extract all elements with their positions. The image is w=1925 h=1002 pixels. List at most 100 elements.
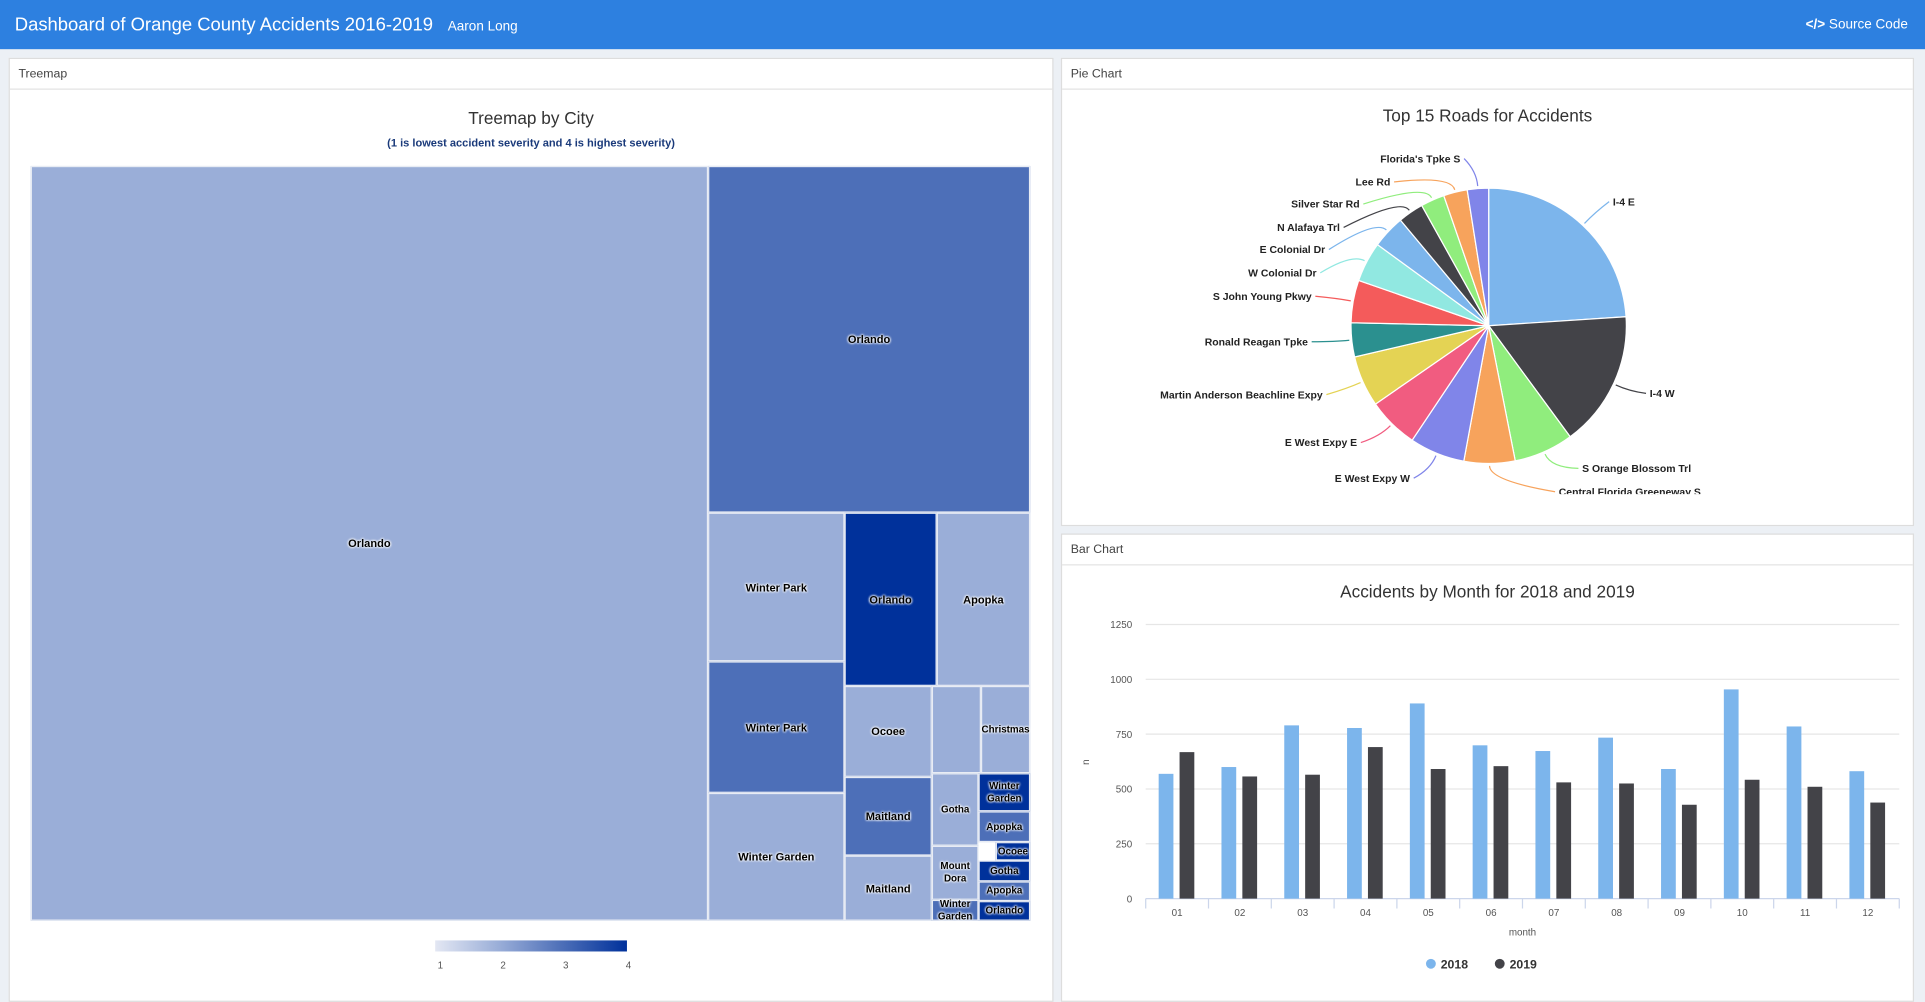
pie-label: Ronald Reagan Tpke (1205, 337, 1308, 348)
treemap-cell-label: Maitland (865, 882, 911, 895)
x-tick-label: 10 (1737, 908, 1748, 919)
bar-2019 (1242, 776, 1258, 899)
pie-connector (1319, 258, 1365, 274)
treemap-cell[interactable]: Orlando (708, 165, 1031, 513)
treemap: Orlando Orlando Winter Park Orlando Apopka Wi… (30, 165, 1031, 922)
treemap-cell[interactable]: Christmas (980, 685, 1031, 774)
legend-item: 2018 (1441, 958, 1468, 972)
treemap-cell[interactable]: Apopka (978, 811, 1031, 843)
y-tick-label: 0 (1127, 894, 1133, 905)
bar-2019 (1305, 774, 1320, 899)
treemap-cell-label: Apopka (986, 820, 1023, 832)
bar-2019 (1870, 802, 1886, 899)
pie-panel: Pie Chart Top 15 Roads for Accidents I-4… (1060, 57, 1915, 527)
pie-label: S John Young Pkwy (1213, 292, 1312, 303)
treemap-cell-label: Orlando (869, 593, 912, 606)
y-tick-label: 750 (1116, 730, 1133, 741)
pie-connector (1363, 191, 1433, 205)
treemap-cell[interactable]: Ocoee (995, 842, 1031, 861)
pie-connector (1393, 179, 1456, 191)
x-tick-label: 11 (1800, 908, 1810, 919)
y-tick-label: 1250 (1110, 620, 1132, 631)
treemap-cell[interactable]: Orlando (844, 512, 937, 686)
treemap-cell[interactable] (931, 685, 981, 774)
pie-label: Lee Rd (1356, 178, 1391, 189)
treemap-cell[interactable]: Winter Garden (978, 773, 1031, 812)
treemap-cell-label: Ocoee (997, 845, 1028, 857)
pie-connector (1315, 295, 1351, 302)
source-code-link[interactable]: </> Source Code (1806, 17, 1908, 32)
bar-2018 (1221, 767, 1237, 899)
treemap-cell[interactable]: Winter Garden (931, 898, 979, 922)
treemap-cell[interactable]: Orlando (978, 901, 1031, 921)
treemap-cell-label: Christmas (981, 723, 1030, 735)
bar-panel-header: Bar Chart (1062, 535, 1913, 566)
bar-2019 (1556, 782, 1572, 899)
treemap-cell-label: Winter Garden (987, 779, 1022, 804)
x-tick-label: 07 (1548, 908, 1559, 919)
treemap-cell[interactable]: Winter Garden (708, 792, 845, 921)
pie-label: E West Expy W (1335, 474, 1410, 485)
bar-panel: Bar Chart Accidents by Month for 2018 an… (1060, 533, 1915, 1002)
treemap-cell[interactable]: Maitland (844, 855, 932, 921)
bar-2019 (1807, 786, 1823, 899)
legend-marker (1494, 958, 1505, 969)
pie-connector (1360, 425, 1391, 444)
treemap-cell-label: Winter Park (745, 580, 807, 594)
treemap-cell[interactable]: Winter Park (708, 512, 845, 662)
treemap-cell[interactable]: Ocoee (844, 685, 932, 777)
treemap-cell-label: Apopka (963, 593, 1004, 606)
bar-2018 (1284, 725, 1300, 899)
treemap-cell-label: Ocoee (871, 725, 906, 738)
pie-connector (1488, 465, 1556, 493)
treemap-cell[interactable]: Gotha (978, 860, 1031, 882)
legend-tick: 4 (625, 960, 632, 972)
treemap-panel-header: Treemap (9, 59, 1053, 90)
treemap-cell-label: Winter Garden (937, 898, 973, 922)
legend-tick: 2 (500, 960, 506, 972)
treemap-cell[interactable]: Mount Dora (931, 845, 979, 900)
x-tick-label: 03 (1297, 908, 1308, 919)
pie-connector (1413, 455, 1437, 479)
bar-2019 (1179, 752, 1195, 899)
treemap-cell-label: Mount Dora (940, 860, 970, 884)
treemap-cell-label: Apopka (986, 885, 1023, 897)
treemap-cell-label: Gotha (990, 864, 1019, 876)
author-name: Aaron Long (447, 19, 518, 34)
x-tick-label: 02 (1234, 908, 1245, 919)
treemap-cell[interactable]: Gotha (931, 773, 979, 846)
pie-connector (1463, 158, 1479, 187)
bar-2018 (1723, 689, 1739, 899)
bar-2018 (1472, 745, 1488, 899)
legend-item: 2019 (1510, 958, 1537, 972)
treemap-cell[interactable]: Apopka (978, 881, 1031, 902)
treemap-cell-label: Winter Park (745, 720, 807, 734)
bar-2019 (1619, 783, 1634, 899)
y-tick-label: 250 (1116, 839, 1133, 850)
treemap-cell-label: Maitland (865, 810, 911, 823)
legend-tick: 1 (437, 960, 444, 972)
dashboard-title: Dashboard of Orange County Accidents 201… (14, 14, 434, 36)
y-axis-label: n (1081, 759, 1092, 764)
pie-label: W Colonial Dr (1248, 269, 1316, 280)
x-tick-label: 05 (1423, 908, 1434, 919)
bar-title: Accidents by Month for 2018 and 2019 (1340, 581, 1635, 602)
treemap-cell[interactable]: Orlando (30, 165, 709, 921)
pie-slice (1487, 316, 1627, 438)
severity-legend (435, 940, 627, 952)
treemap-cell[interactable]: Maitland (844, 776, 932, 856)
bar-2018 (1598, 737, 1613, 899)
treemap-subtitle: (1 is lowest accident severity and 4 is … (387, 136, 675, 149)
bar-2018 (1409, 703, 1425, 899)
pie-connector (1544, 453, 1579, 469)
bar-2018 (1661, 769, 1676, 899)
top-navbar: Dashboard of Orange County Accidents 201… (0, 0, 1925, 50)
treemap-cell[interactable]: Winter Park (708, 661, 845, 793)
pie-label: Central Florida Greeneway S (1559, 487, 1701, 494)
x-axis-label: month (1509, 927, 1536, 938)
treemap-cell[interactable]: Apopka (936, 512, 1031, 686)
pie-label: E West Expy E (1285, 438, 1357, 449)
bar-2019 (1430, 769, 1446, 899)
treemap-cell-label: Winter Garden (738, 850, 815, 863)
x-tick-label: 01 (1172, 908, 1183, 919)
